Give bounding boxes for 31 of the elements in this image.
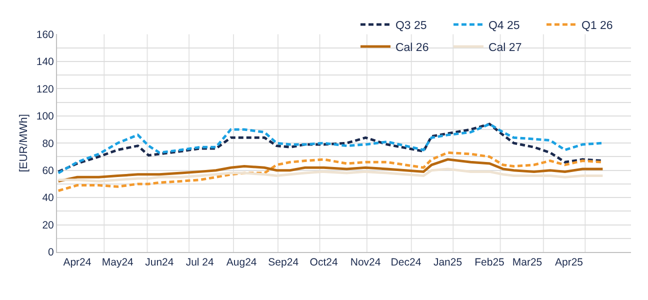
legend-label: Q4 25: [488, 20, 520, 32]
y-tick-label: 140: [36, 56, 54, 68]
y-tick-label: 160: [36, 28, 54, 41]
x-tick-label: Jan25: [433, 256, 462, 269]
x-tick-label: Apr25: [555, 256, 584, 269]
y-axis-title: [EUR/MWh]: [18, 114, 30, 172]
legend-label: Q1 26: [581, 20, 613, 32]
x-tick-label: Nov24: [350, 256, 381, 269]
x-tick-label: Jun24: [145, 256, 174, 269]
x-tick-label: Oct24: [310, 256, 338, 269]
x-tick-label: Apr24: [63, 256, 92, 269]
x-tick-label: Mar25: [512, 256, 542, 269]
line-series: [57, 158, 604, 182]
y-tick-label: 20: [42, 219, 54, 232]
legend-label: Q3 25: [395, 20, 427, 32]
x-tick-label: Jul 24: [186, 256, 214, 269]
y-tick-label: 120: [36, 83, 54, 96]
legend-label: Cal 26: [395, 42, 429, 54]
legend-label: Cal 27: [488, 42, 522, 54]
y-tick-label: 80: [42, 138, 54, 150]
x-tick-label: Sep24: [268, 256, 299, 269]
x-tick-label: Aug24: [226, 256, 257, 269]
y-tick-label: 40: [42, 192, 54, 204]
line-series: [57, 151, 604, 192]
line-series: [57, 168, 604, 182]
x-tick-label: May24: [102, 256, 134, 269]
y-tick-label: 100: [36, 110, 54, 123]
y-tick-label: 60: [42, 165, 54, 178]
x-tick-label: Feb25: [474, 256, 505, 269]
y-tick-label: 0: [48, 246, 54, 259]
x-tick-label: Dec24: [390, 256, 422, 269]
